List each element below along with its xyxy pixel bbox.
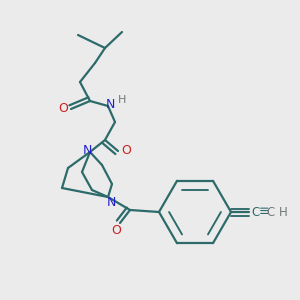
Text: O: O <box>111 224 121 238</box>
Text: ≡: ≡ <box>259 206 269 218</box>
Text: C H: C H <box>267 206 288 218</box>
Text: O: O <box>58 101 68 115</box>
Text: N: N <box>106 196 116 208</box>
Text: C: C <box>251 206 259 218</box>
Text: H: H <box>118 95 126 105</box>
Text: N: N <box>82 143 92 157</box>
Text: N: N <box>105 98 115 110</box>
Text: O: O <box>121 145 131 158</box>
